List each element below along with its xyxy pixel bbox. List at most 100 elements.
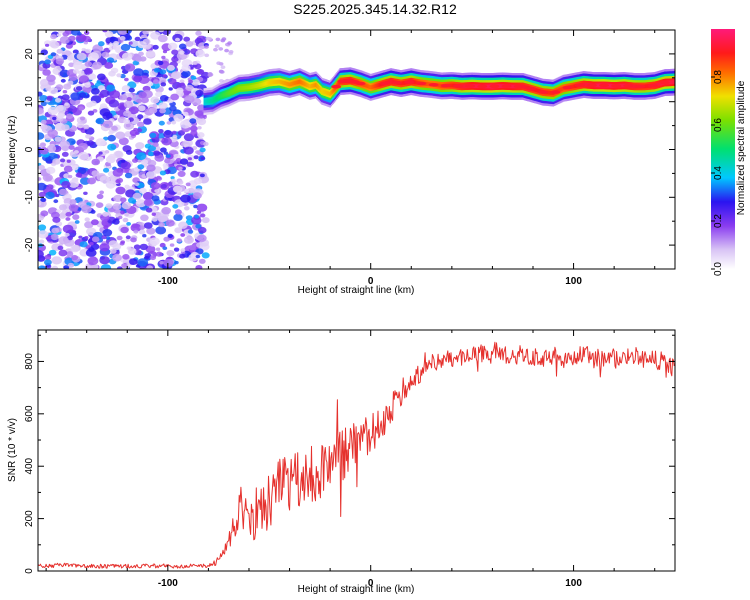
- noise-speckle: [99, 191, 104, 195]
- noise-speckle: [106, 203, 113, 208]
- noise-speckle: [126, 222, 131, 226]
- noise-speckle: [107, 144, 116, 151]
- noise-speckle: [193, 61, 198, 65]
- ridge-peak: [526, 87, 536, 91]
- noise-speckle: [98, 41, 105, 46]
- noise-speckle: [194, 178, 202, 184]
- noise-speckle: [221, 65, 226, 69]
- noise-speckle: [38, 165, 45, 170]
- noise-speckle: [193, 205, 197, 208]
- noise-speckle: [188, 157, 192, 160]
- noise-speckle: [229, 50, 234, 54]
- noise-speckle: [91, 219, 99, 225]
- noise-speckle: [122, 53, 133, 61]
- noise-speckle: [189, 118, 196, 123]
- snr-x-axis-title: Height of straight line (km): [298, 584, 415, 595]
- noise-speckle: [161, 82, 167, 86]
- noise-speckle: [167, 250, 175, 256]
- noise-speckle: [156, 252, 163, 257]
- noise-speckle: [142, 234, 146, 237]
- noise-speckle: [146, 50, 156, 57]
- y-tick-label: 0: [24, 146, 35, 152]
- noise-speckle: [49, 250, 56, 256]
- noise-speckle: [120, 197, 126, 202]
- noise-speckle: [87, 140, 94, 145]
- colorbar-tick-label: 0.8: [713, 70, 724, 84]
- colorbar: 0.00.20.40.60.8 Normalized spectral ampl…: [711, 29, 747, 276]
- noise-speckle: [88, 74, 96, 80]
- noise-speckle: [52, 117, 56, 120]
- noise-speckle: [108, 71, 116, 77]
- noise-speckle: [58, 28, 65, 33]
- noise-speckle: [64, 166, 73, 173]
- noise-speckle: [202, 217, 210, 223]
- noise-speckle: [197, 69, 205, 75]
- noise-speckle: [127, 97, 132, 101]
- noise-speckle: [59, 250, 68, 257]
- noise-speckle: [68, 36, 76, 42]
- ridge-peak: [538, 90, 548, 94]
- colorbar-tick-label: 0.6: [713, 118, 724, 132]
- x-tick-label: -100: [158, 578, 178, 589]
- noise-speckle: [65, 212, 71, 217]
- noise-speckle: [108, 154, 116, 160]
- noise-speckle: [197, 118, 206, 125]
- noise-speckle: [200, 157, 205, 161]
- noise-speckle: [54, 136, 61, 142]
- noise-speckle: [48, 107, 59, 115]
- noise-speckle: [120, 211, 125, 215]
- noise-speckle: [75, 220, 80, 224]
- noise-speckle: [158, 61, 164, 65]
- noise-speckle: [179, 50, 184, 54]
- x-tick-label: 100: [565, 276, 582, 287]
- noise-speckle: [56, 66, 60, 69]
- noise-speckle: [171, 121, 176, 125]
- noise-speckle: [125, 63, 136, 71]
- noise-speckle: [133, 76, 142, 83]
- noise-speckle: [68, 175, 72, 178]
- noise-speckle: [195, 150, 200, 154]
- noise-speckle: [207, 37, 212, 41]
- x-tick-label: 100: [565, 578, 582, 589]
- noise-speckle: [50, 41, 59, 48]
- noise-speckle: [37, 177, 42, 181]
- noise-speckle: [100, 108, 111, 116]
- noise-speckle: [51, 228, 59, 234]
- noise-speckle: [216, 61, 221, 65]
- noise-speckle: [35, 107, 44, 114]
- noise-speckle: [139, 188, 147, 194]
- noise-speckle: [109, 240, 118, 247]
- noise-speckle: [80, 117, 85, 121]
- noise-speckle: [51, 52, 56, 56]
- noise-speckle: [61, 124, 70, 131]
- figure: -100 0 100 -20-1001020 Height of straight …: [0, 0, 750, 600]
- noise-speckle: [188, 230, 193, 234]
- noise-speckle: [121, 44, 130, 51]
- noise-speckle: [121, 160, 125, 163]
- noise-speckle: [184, 236, 194, 244]
- noise-speckle: [126, 235, 131, 239]
- noise-speckle: [102, 212, 108, 217]
- noise-speckle: [66, 83, 70, 86]
- noise-speckle: [134, 182, 139, 186]
- noise-speckle: [39, 192, 46, 197]
- noise-speckle: [72, 214, 79, 220]
- noise-speckle-layer: [33, 27, 233, 273]
- noise-speckle: [164, 151, 168, 154]
- noise-speckle: [99, 256, 110, 264]
- noise-speckle: [51, 256, 62, 264]
- ridge-peak: [563, 86, 573, 90]
- noise-speckle: [172, 204, 178, 209]
- noise-speckle: [140, 215, 149, 222]
- noise-speckle: [134, 244, 141, 249]
- snr-x-ticks: -100 0 100: [46, 330, 655, 589]
- noise-speckle: [99, 152, 103, 155]
- noise-speckle: [126, 124, 131, 128]
- noise-speckle: [41, 120, 47, 125]
- noise-speckle: [103, 168, 109, 173]
- noise-speckle: [78, 106, 84, 110]
- noise-speckle: [146, 165, 155, 172]
- spectrogram-x-axis-title: Height of straight line (km): [298, 285, 415, 296]
- noise-speckle: [200, 174, 205, 178]
- noise-speckle: [199, 259, 206, 264]
